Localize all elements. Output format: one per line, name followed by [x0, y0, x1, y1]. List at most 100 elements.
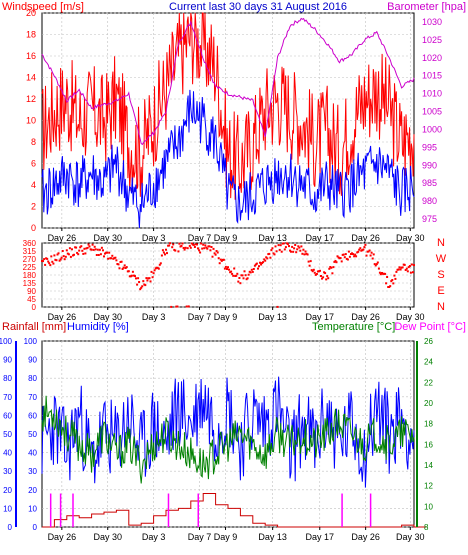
humidity-tick-label: 30: [28, 467, 37, 476]
direction-point: [180, 244, 183, 247]
direction-point: [347, 250, 350, 253]
direction-point: [260, 263, 263, 266]
direction-point: [189, 246, 192, 249]
direction-point: [102, 249, 104, 252]
direction-point: [346, 258, 349, 261]
direction-point: [384, 272, 387, 275]
right-tick-label: 1005: [422, 107, 442, 117]
left-axis-ticks: 0 0 10 10 20 20 30 30 40 40 50 50 60 60 70 70 80 80 90 90 10…: [0, 337, 38, 532]
direction-point: [343, 256, 346, 259]
direction-point: [361, 249, 364, 252]
rain-humidity-temperature-panel: 0 0 10 10 20 20 30 30 40 40 50 50 60 60 70 70 80 80 90 90 10…: [0, 321, 466, 542]
direction-point: [121, 268, 124, 270]
direction-point: [362, 248, 365, 251]
direction-point: [269, 256, 272, 259]
direction-point: [199, 251, 202, 254]
direction-point: [276, 305, 279, 308]
left-tick-label: 90: [27, 287, 36, 296]
direction-point: [263, 258, 266, 261]
direction-point: [259, 261, 261, 264]
direction-point: [405, 267, 408, 270]
right-tick-label: 1020: [422, 53, 442, 63]
humidity-tick-label: 80: [28, 374, 37, 383]
direction-point: [397, 268, 400, 271]
direction-point: [53, 254, 56, 257]
direction-point: [273, 253, 276, 256]
right-tick-label: 995: [422, 142, 437, 152]
direction-point: [385, 282, 388, 285]
direction-point: [58, 259, 61, 262]
direction-point: [175, 305, 178, 308]
left-tick-label: 16: [26, 51, 36, 61]
direction-point: [358, 248, 361, 251]
direction-point: [153, 269, 156, 272]
left-tick-label: 10: [26, 116, 36, 126]
humidity-tick-label: 90: [28, 356, 37, 365]
direction-point: [348, 255, 351, 258]
direction-point: [401, 266, 404, 269]
direction-point: [68, 247, 71, 250]
direction-point: [52, 262, 55, 265]
right-tick-label: 10: [424, 502, 433, 511]
direction-point: [171, 246, 174, 249]
direction-point: [159, 262, 162, 265]
temperature-series: [41, 395, 415, 484]
wind-pressure-panel: 0 2 4 6 8 10 12 14 16 18 20 975 980 985 990 995 1000 100…: [2, 1, 466, 243]
x-tick-label: Day 9: [214, 233, 238, 243]
direction-point: [76, 251, 79, 254]
direction-point: [104, 252, 106, 255]
direction-point: [96, 248, 99, 251]
direction-point: [161, 249, 164, 252]
direction-point: [197, 247, 199, 250]
direction-point: [394, 277, 397, 280]
direction-point: [386, 276, 389, 278]
direction-point: [65, 249, 68, 252]
x-tick-label: Day 26: [351, 233, 380, 243]
direction-point: [319, 269, 321, 272]
direction-point: [67, 253, 70, 256]
direction-point: [392, 282, 395, 285]
rainfall-tick-label: 20: [3, 486, 12, 495]
direction-point: [215, 250, 218, 252]
direction-point: [290, 250, 292, 253]
direction-point: [103, 255, 105, 258]
direction-point: [370, 251, 373, 254]
direction-point: [116, 263, 119, 265]
direction-point: [78, 249, 81, 252]
direction-point: [82, 252, 85, 255]
series-layer: [41, 376, 427, 528]
left-tick-label: 4: [31, 180, 36, 190]
direction-point: [313, 271, 316, 274]
direction-point: [275, 250, 278, 253]
direction-point: [332, 266, 335, 269]
direction-point: [371, 257, 374, 260]
direction-point: [42, 260, 44, 263]
direction-point: [99, 253, 102, 256]
direction-point: [160, 254, 163, 257]
direction-point: [118, 267, 121, 270]
rainfall-tick-label: 10: [3, 504, 12, 513]
direction-point: [140, 286, 143, 289]
right-axis-ticks: 8 10 12 14 16 18 20 22 24 26: [416, 337, 433, 532]
direction-point: [227, 266, 229, 269]
x-tick-label: Day 7: [188, 233, 212, 243]
direction-point: [278, 248, 281, 251]
direction-point: [217, 257, 220, 260]
direction-point: [307, 260, 310, 263]
direction-point: [66, 252, 69, 255]
direction-point: [206, 247, 209, 250]
direction-point: [193, 246, 196, 248]
direction-point: [375, 263, 378, 266]
direction-point: [127, 270, 130, 273]
direction-point: [208, 245, 211, 248]
direction-point: [410, 263, 413, 266]
direction-point: [345, 257, 348, 260]
direction-point: [223, 267, 226, 270]
direction-point: [408, 265, 411, 267]
direction-point: [311, 270, 314, 273]
wind-speed-series: [41, 89, 415, 229]
direction-point: [233, 267, 236, 270]
x-tick-label: Day 9: [214, 312, 238, 322]
